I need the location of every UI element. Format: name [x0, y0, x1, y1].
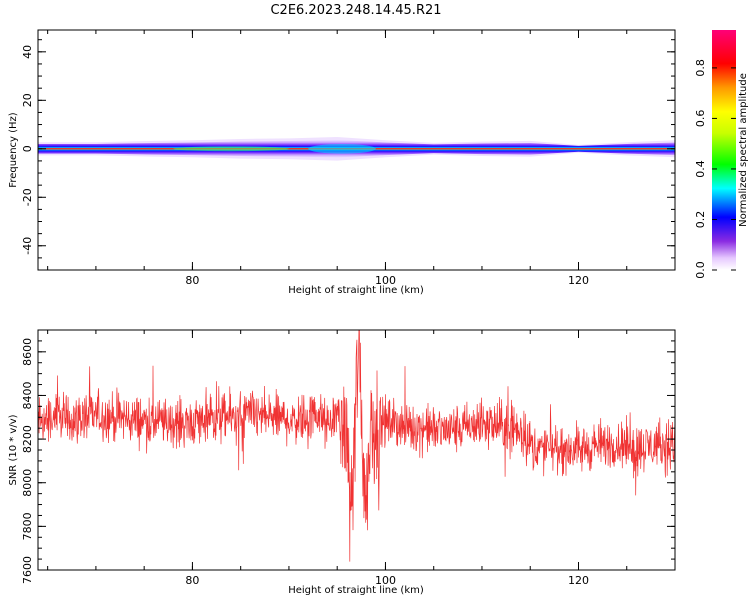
colorbar-tick-label: 0.6 — [694, 110, 707, 128]
x-tick-label: 120 — [568, 574, 589, 587]
colorbar-tick-label: 0.2 — [694, 211, 707, 229]
x-tick-label: 80 — [185, 274, 199, 287]
figure-title: C2E6.2023.248.14.45.R21 — [270, 3, 441, 18]
heatmap-hotspot — [173, 146, 289, 152]
bottom-x-ticks: 80 100 120 — [47, 330, 676, 587]
top-y-ticks: -40 -20 0 20 40 — [21, 39, 675, 271]
top-y-axis-label: Frequency (Hz) — [8, 112, 19, 188]
y-tick-label: 8000 — [21, 469, 34, 497]
y-tick-label: 7600 — [21, 556, 34, 584]
snr-panel: 80 100 120 7600 7800 8000 8200 8400 8600 Height… — [8, 329, 676, 596]
colorbar-gradient — [712, 30, 736, 270]
top-axes-frame — [37, 29, 676, 271]
colorbar-tick-label: 0.0 — [694, 261, 707, 279]
y-tick-label: 8600 — [21, 338, 34, 366]
y-tick-label: 40 — [21, 45, 34, 59]
bottom-y-axis-label: SNR (10 * v/v) — [8, 414, 19, 485]
y-tick-label: 8400 — [21, 381, 34, 409]
y-tick-label: 20 — [21, 93, 34, 107]
colorbar-label: Normalized spectral amplitude — [738, 73, 749, 227]
bottom-x-axis-label: Height of straight line (km) — [288, 585, 424, 596]
colorbar: 0.0 0.2 0.4 0.6 0.8 Normalized spectral ampl… — [694, 30, 749, 279]
y-tick-label: 0 — [21, 145, 34, 152]
y-tick-label: 8200 — [21, 425, 34, 453]
colorbar-tick-label: 0.4 — [694, 160, 707, 178]
x-tick-label: 80 — [185, 574, 199, 587]
top-x-ticks: 80 100 120 — [47, 30, 676, 287]
spectrogram-panel: 80 100 120 -40 -20 0 20 40 Height of straight … — [8, 29, 676, 296]
y-tick-label: 7800 — [21, 512, 34, 540]
heatmap-hotspot — [308, 143, 376, 154]
bottom-y-ticks: 7600 7800 8000 8200 8400 8600 — [21, 329, 675, 584]
colorbar-ticks: 0.0 0.2 0.4 0.6 0.8 — [694, 59, 736, 279]
x-tick-label: 100 — [375, 274, 396, 287]
y-tick-label: -20 — [21, 188, 34, 206]
y-tick-label: -40 — [21, 237, 34, 255]
top-x-axis-label: Height of straight line (km) — [288, 285, 424, 296]
x-tick-label: 120 — [568, 274, 589, 287]
x-tick-label: 100 — [375, 574, 396, 587]
snr-series-line — [38, 330, 675, 562]
colorbar-tick-label: 0.8 — [694, 59, 707, 77]
